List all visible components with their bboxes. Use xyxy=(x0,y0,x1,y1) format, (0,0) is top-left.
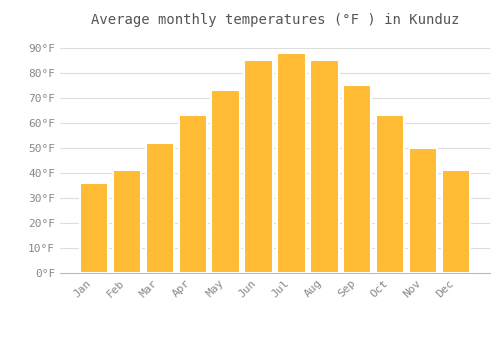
Bar xyxy=(146,143,174,273)
Bar xyxy=(212,90,240,273)
Bar xyxy=(344,85,371,273)
Title: Average monthly temperatures (°F ) in Kunduz: Average monthly temperatures (°F ) in Ku… xyxy=(91,13,459,27)
Bar xyxy=(112,170,140,273)
Bar xyxy=(376,115,404,273)
Bar xyxy=(244,60,272,273)
Bar xyxy=(442,170,470,273)
Bar xyxy=(80,183,108,273)
Bar xyxy=(178,115,206,273)
Bar xyxy=(278,52,305,273)
Bar xyxy=(310,60,338,273)
Bar xyxy=(410,148,438,273)
